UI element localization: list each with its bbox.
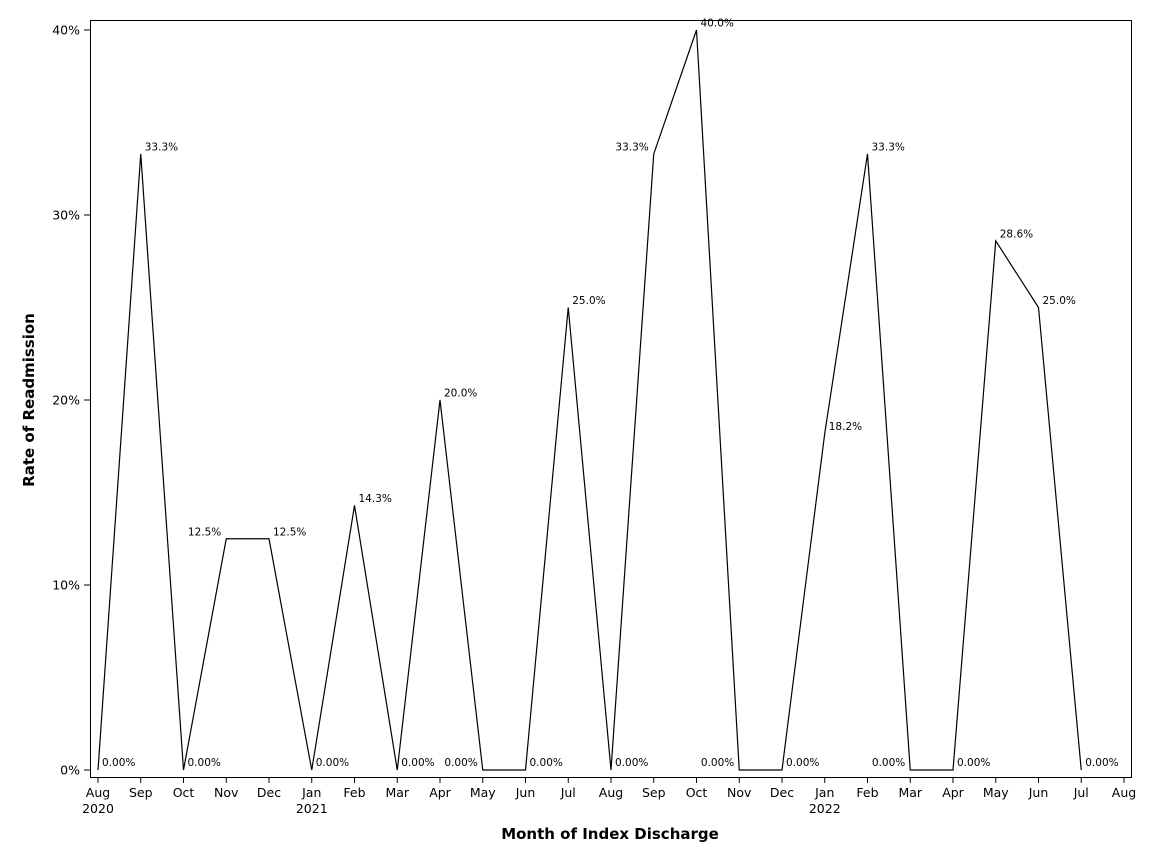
x-tick-label: Apr — [429, 785, 451, 800]
x-tick-label: Nov — [727, 785, 752, 800]
y-axis: 0% 10% 20% 30% 40% — [52, 23, 90, 778]
x-tick-label: Oct — [686, 785, 708, 800]
x-axis-title: Month of Index Discharge — [501, 825, 719, 843]
x-tick-label: Sep — [129, 785, 153, 800]
data-labels: 0.00% 33.3% 0.00% 12.5% 12.5% 0.00% 14.3% 0.00%… — [102, 18, 1119, 770]
x-tick-label: May — [470, 785, 496, 800]
data-label: 28.6% — [1000, 228, 1033, 240]
x-tick-year-label: 2020 — [82, 801, 114, 816]
y-tick-label: 30% — [52, 208, 80, 223]
data-label: 33.3% — [145, 141, 178, 153]
data-label: 0.00% — [530, 757, 563, 769]
data-label: 18.2% — [829, 421, 862, 433]
data-label: 0.00% — [1085, 757, 1118, 769]
data-label: 12.5% — [188, 526, 221, 538]
x-tick-label: Jun — [1028, 785, 1049, 800]
y-tick-label: 0% — [60, 763, 80, 778]
x-tick-label: May — [983, 785, 1009, 800]
data-label: 0.00% — [872, 757, 905, 769]
data-label: 0.00% — [615, 757, 648, 769]
plot-frame — [90, 20, 1132, 778]
data-label: 14.3% — [359, 493, 392, 505]
x-tick-label: Nov — [214, 785, 239, 800]
x-tick-label: Feb — [343, 785, 365, 800]
x-tick-label: Apr — [942, 785, 964, 800]
x-tick-label: Jan — [814, 785, 834, 800]
x-tick-label: Jul — [560, 785, 576, 800]
series-line — [97, 29, 1082, 771]
y-axis-title: Rate of Readmission — [20, 313, 38, 487]
x-tick-label: Mar — [898, 785, 922, 800]
data-label: 12.5% — [273, 526, 306, 538]
x-tick-label: Mar — [385, 785, 409, 800]
x-tick-year-label: 2022 — [809, 801, 841, 816]
data-label: 0.00% — [102, 757, 135, 769]
x-tick-label: Oct — [173, 785, 195, 800]
data-label: 0.00% — [701, 757, 734, 769]
x-tick-label: Jan — [301, 785, 321, 800]
data-label: 0.00% — [786, 757, 819, 769]
data-label: 25.0% — [572, 295, 605, 307]
x-tick-label: Aug — [86, 785, 110, 800]
x-tick-label: Aug — [599, 785, 623, 800]
x-tick-label: Dec — [257, 785, 281, 800]
data-label: 0.00% — [444, 757, 477, 769]
y-tick-label: 40% — [52, 23, 80, 38]
data-label: 33.3% — [615, 141, 648, 153]
data-label: 0.00% — [188, 757, 221, 769]
y-tick-label: 10% — [52, 578, 80, 593]
data-label: 40.0% — [701, 18, 734, 30]
x-tick-label: Jun — [515, 785, 536, 800]
data-label: 33.3% — [872, 141, 905, 153]
readmission-rate-line — [97, 29, 1082, 771]
data-label: 0.00% — [957, 757, 990, 769]
x-tick-label: Aug — [1112, 785, 1136, 800]
data-label: 0.00% — [316, 757, 349, 769]
data-label: 0.00% — [401, 757, 434, 769]
data-label: 20.0% — [444, 388, 477, 400]
x-tick-year-label: 2021 — [296, 801, 328, 816]
x-tick-label: Feb — [856, 785, 878, 800]
x-tick-label: Sep — [642, 785, 666, 800]
x-tick-label: Dec — [770, 785, 794, 800]
y-tick-label: 20% — [52, 393, 80, 408]
data-label: 25.0% — [1043, 295, 1076, 307]
x-tick-label: Jul — [1073, 785, 1089, 800]
